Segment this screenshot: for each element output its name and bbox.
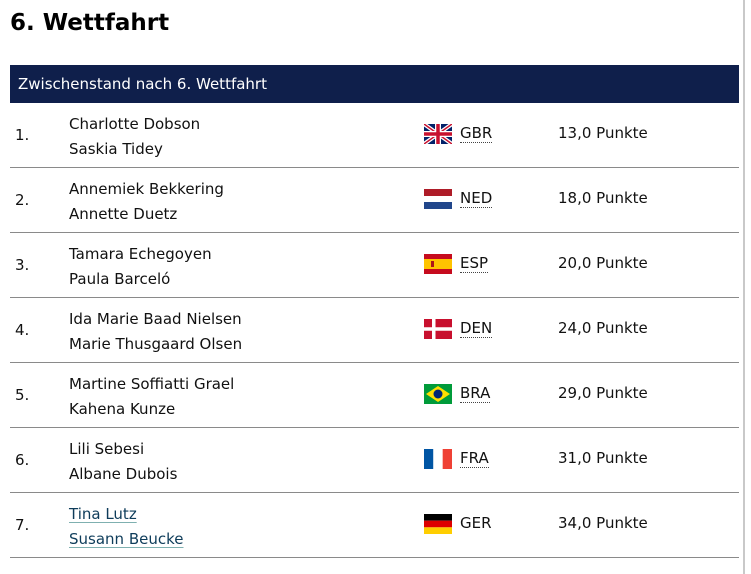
crew-name: Annemiek Bekkering	[69, 180, 224, 198]
country-code: GER	[460, 514, 492, 532]
points: 24,0 Punkte	[558, 319, 648, 337]
results-table: 1. Charlotte Dobson Saskia Tidey GBR 13,…	[10, 103, 739, 558]
rank: 3.	[15, 256, 30, 274]
crew-names: Annemiek Bekkering Annette Duetz	[69, 177, 224, 227]
crew-name-link-text[interactable]: Tina Lutz	[69, 505, 137, 523]
crew-name-link-text[interactable]: Susann Beucke	[69, 530, 184, 548]
table-row: 4. Ida Marie Baad Nielsen Marie Thusgaar…	[10, 298, 739, 363]
spain-flag-icon	[424, 254, 452, 274]
country-code[interactable]: BRA	[460, 384, 491, 403]
crew-names: Tamara Echegoyen Paula Barceló	[69, 242, 212, 292]
points: 13,0 Punkte	[558, 124, 648, 142]
crew-name-link[interactable]: Susann Beucke	[69, 527, 183, 552]
crew-names: Martine Soffiatti Grael Kahena Kunze	[69, 372, 234, 422]
crew-name: Ida Marie Baad Nielsen	[69, 310, 242, 328]
page-title: 6. Wettfahrt	[10, 10, 170, 36]
points: 29,0 Punkte	[558, 384, 648, 402]
crew-name: Charlotte Dobson	[69, 115, 201, 133]
content-border	[743, 0, 745, 574]
table-row: 6. Lili Sebesi Albane Dubois FRA 31,0 Pu…	[10, 428, 739, 493]
table-row: 5. Martine Soffiatti Grael Kahena Kunze …	[10, 363, 739, 428]
crew-names: Lili Sebesi Albane Dubois	[69, 437, 177, 487]
rank: 6.	[15, 451, 30, 469]
brazil-flag-icon	[424, 384, 452, 404]
rank: 4.	[15, 321, 30, 339]
rank: 1.	[15, 126, 30, 144]
crew-names: Tina Lutz Susann Beucke	[69, 502, 183, 552]
rank: 5.	[15, 386, 30, 404]
points: 20,0 Punkte	[558, 254, 648, 272]
netherlands-flag-icon	[424, 189, 452, 209]
rank: 7.	[15, 516, 30, 534]
points: 31,0 Punkte	[558, 449, 648, 467]
country-code[interactable]: NED	[460, 189, 493, 208]
denmark-flag-icon	[424, 319, 452, 339]
points: 34,0 Punkte	[558, 514, 648, 532]
country-code[interactable]: FRA	[460, 449, 489, 468]
table-row: 3. Tamara Echegoyen Paula Barceló ESP 20…	[10, 233, 739, 298]
table-row: 2. Annemiek Bekkering Annette Duetz NED …	[10, 168, 739, 233]
crew-name: Martine Soffiatti Grael	[69, 375, 235, 393]
table-row: 1. Charlotte Dobson Saskia Tidey GBR 13,…	[10, 103, 739, 168]
points: 18,0 Punkte	[558, 189, 648, 207]
germany-flag-icon	[424, 514, 452, 534]
crew-name: Lili Sebesi	[69, 440, 145, 458]
table-row: 7. Tina Lutz Susann Beucke GER 34,0 Punk…	[10, 493, 739, 558]
crew-name: Annette Duetz	[69, 205, 178, 223]
crew-name: Tamara Echegoyen	[69, 245, 212, 263]
crew-name: Marie Thusgaard Olsen	[69, 335, 243, 353]
france-flag-icon	[424, 449, 452, 469]
crew-names: Ida Marie Baad Nielsen Marie Thusgaard O…	[69, 307, 242, 357]
crew-name-link[interactable]: Tina Lutz	[69, 502, 183, 527]
results-table-header: Zwischenstand nach 6. Wettfahrt	[10, 65, 739, 103]
crew-name: Albane Dubois	[69, 465, 178, 483]
crew-names: Charlotte Dobson Saskia Tidey	[69, 112, 200, 162]
rank: 2.	[15, 191, 30, 209]
uk-flag-icon	[424, 124, 452, 144]
country-code[interactable]: ESP	[460, 254, 489, 273]
crew-name: Paula Barceló	[69, 270, 171, 288]
crew-name: Saskia Tidey	[69, 140, 163, 158]
crew-name: Kahena Kunze	[69, 400, 176, 418]
country-code[interactable]: GBR	[460, 124, 493, 143]
country-code[interactable]: DEN	[460, 319, 493, 338]
